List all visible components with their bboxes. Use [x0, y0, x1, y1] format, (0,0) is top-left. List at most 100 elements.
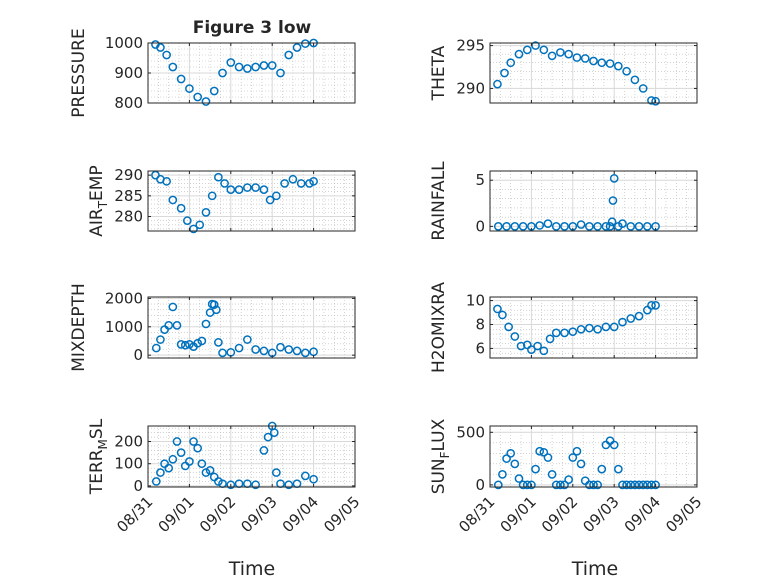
data-point [543, 453, 553, 462]
data-point [634, 480, 644, 490]
data-point [197, 336, 207, 346]
data-point [500, 68, 509, 78]
data-point [259, 346, 269, 356]
data-point [518, 222, 528, 231]
data-point [539, 346, 549, 356]
axes-box [147, 170, 356, 232]
data-point [522, 480, 532, 490]
data-point [545, 334, 555, 344]
data-point [267, 61, 277, 70]
data-point [251, 62, 260, 72]
data-point [535, 446, 545, 456]
data-point [547, 51, 557, 61]
data-point [607, 217, 617, 227]
data-point [609, 322, 619, 332]
data-point [185, 457, 194, 466]
y-axis-label-main: THETA [429, 45, 449, 101]
y-axis-label: TERRMSL [87, 418, 110, 495]
data-point [263, 432, 273, 442]
data-point [172, 321, 182, 330]
y-axis-label-subscript: M [96, 439, 110, 449]
data-point [243, 335, 252, 344]
data-point [605, 59, 615, 68]
data-point [609, 440, 619, 450]
y-axis-label: THETA [429, 45, 449, 101]
y-axis-label-main: AIR [87, 208, 107, 237]
data-point [296, 179, 306, 188]
y-axis-label: PRESSURE [69, 28, 89, 117]
data-point [597, 58, 607, 68]
y-tick-label: 290 [114, 166, 143, 184]
data-point [211, 305, 221, 315]
y-axis-label-subscript: F [438, 451, 452, 458]
data-point [156, 468, 165, 477]
data-point [626, 314, 636, 323]
data-point [647, 301, 656, 310]
data-point [647, 480, 656, 490]
data-point [518, 480, 528, 490]
axes-box [489, 296, 698, 359]
y-axis-label: H2OMIXRA [429, 282, 449, 373]
data-point [168, 302, 178, 312]
subplot-rainfall: 0 5 RAINFALL [429, 161, 698, 241]
data-point [589, 56, 598, 66]
data-point [176, 203, 186, 213]
data-point [626, 480, 636, 490]
y-tick-label: 290 [456, 79, 485, 97]
data-point [630, 75, 640, 85]
y-tick-label: 0 [133, 346, 143, 364]
y-axis-label-main: RAINFALL [429, 161, 449, 241]
data-point [634, 222, 644, 231]
data-point [276, 68, 285, 78]
y-tick-label: 280 [114, 208, 143, 226]
data-point [214, 477, 223, 486]
data-point [185, 84, 194, 93]
y-tick-label: 100 [114, 455, 143, 473]
data-point [197, 459, 207, 469]
y-axis-label-main: SUN [429, 458, 449, 494]
data-point [251, 183, 260, 192]
data-point [622, 480, 631, 490]
data-point [156, 43, 165, 52]
y-axis-label: MIXDEPTH [69, 283, 89, 372]
data-point [551, 222, 561, 231]
data-point [516, 341, 526, 351]
y-tick-label: 500 [456, 423, 485, 441]
data-point [288, 174, 298, 184]
data-point [527, 480, 536, 490]
data-point [151, 170, 160, 180]
data-point [176, 340, 186, 349]
y-tick-label: 1000 [105, 34, 143, 52]
data-point [226, 480, 236, 490]
data-point [572, 446, 582, 456]
data-point [556, 48, 565, 57]
data-point [259, 185, 269, 194]
data-point [547, 470, 557, 479]
data-point [226, 58, 236, 67]
axes-box [489, 170, 698, 232]
data-point [506, 448, 516, 458]
data-point [284, 50, 294, 60]
data-point [172, 437, 182, 446]
data-point [618, 219, 627, 228]
data-point [193, 443, 203, 453]
data-point [493, 480, 503, 490]
data-point [585, 222, 594, 231]
figure-title: Figure 3 low [193, 18, 312, 38]
x-axis-label-right: Time [571, 558, 619, 580]
data-point [180, 340, 190, 350]
data-point [613, 61, 623, 71]
y-tick-label: 10 [466, 292, 485, 310]
data-point [151, 343, 161, 353]
data-point [234, 62, 244, 72]
data-point [608, 196, 618, 205]
y-tick-label: 900 [114, 64, 143, 82]
data-point [576, 324, 586, 334]
data-point [195, 220, 205, 230]
data-point [601, 322, 611, 332]
data-point [634, 311, 644, 321]
data-point [271, 468, 281, 477]
data-point [201, 208, 211, 217]
